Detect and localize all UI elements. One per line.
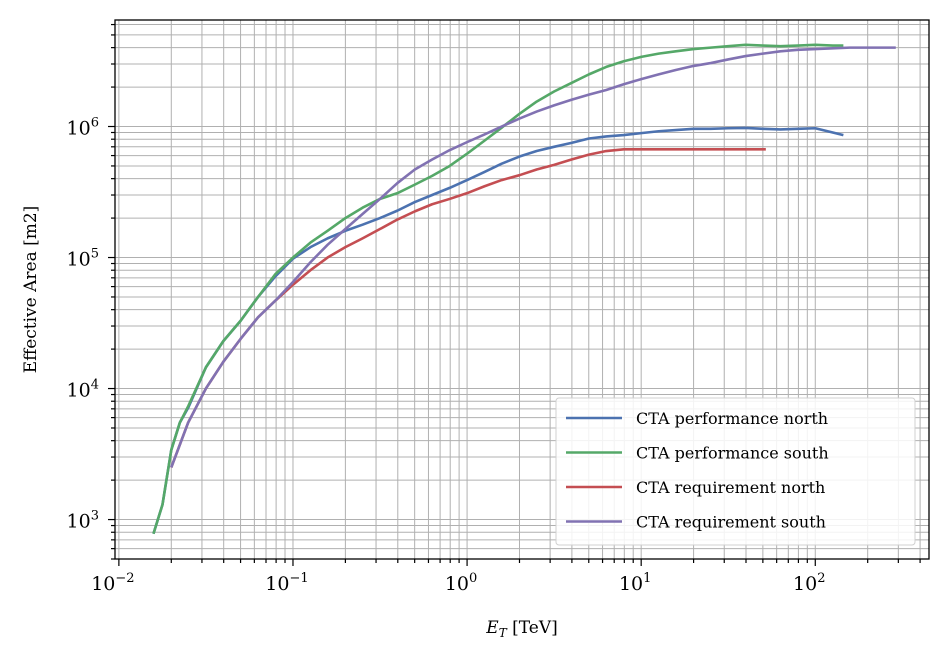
x-tick-label: 10−1 — [265, 571, 308, 595]
series-lines — [152, 43, 896, 535]
y-axis-label: Effective Area [m2] — [21, 206, 41, 374]
plot-frame — [114, 19, 930, 560]
x-tick-label: 100 — [445, 571, 477, 595]
x-tick-label: 102 — [793, 571, 825, 595]
axis-ticks: 10−2 10−1 100 101 102 103 104 105 106 — [67, 23, 921, 595]
legend-label-2: CTA performance south — [636, 444, 829, 463]
legend-label-3: CTA requirement north — [636, 478, 825, 497]
legend-label-4: CTA requirement south — [636, 513, 826, 532]
legend: CTA performance north CTA performance sou… — [555, 397, 916, 546]
legend-box — [555, 397, 916, 546]
x-tick-label: 101 — [619, 571, 651, 595]
legend-label-1: CTA performance north — [636, 409, 828, 428]
x-axis-label: ET [TeV] — [485, 618, 557, 640]
y-tick-label: 106 — [67, 116, 99, 140]
series-line-4 — [170, 46, 896, 468]
x-tick-label: 10−2 — [91, 571, 134, 595]
y-tick-label: 104 — [67, 378, 99, 402]
y-tick-label: 103 — [67, 509, 99, 533]
legend-entries: CTA performance north CTA performance sou… — [566, 409, 829, 532]
series-line-2 — [152, 43, 844, 535]
y-tick-label: 105 — [67, 247, 99, 271]
